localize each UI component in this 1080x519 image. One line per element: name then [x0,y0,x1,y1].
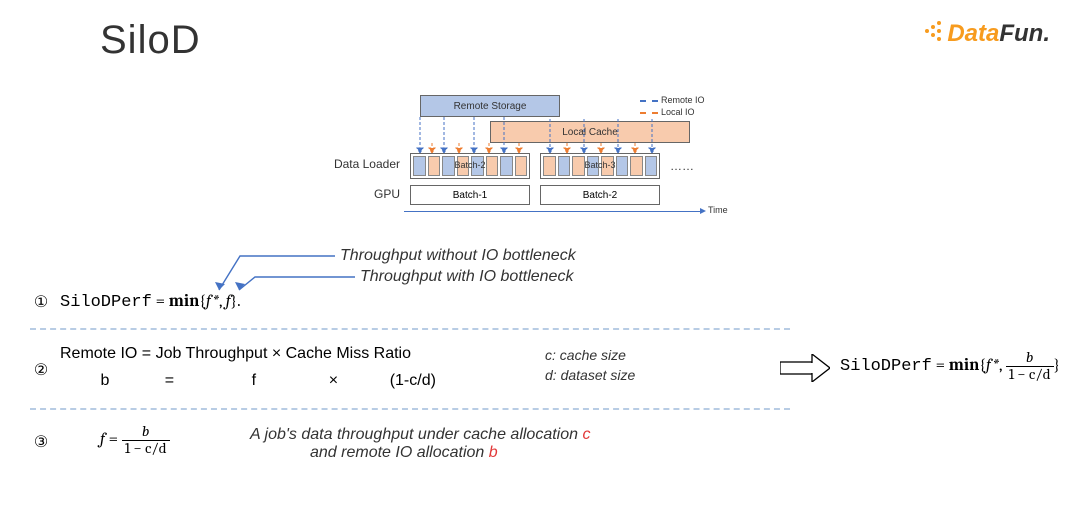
logo-dots-icon [925,21,947,41]
callout-arrows [195,250,595,350]
logo-text-2: Fun. [999,20,1050,47]
eq1-lhs: SiloDPerf [60,293,152,312]
eq3-den: 1 − c/d [122,441,170,457]
equation-1: SiloDPerf = min{f*, f}. [60,292,241,312]
gpu-label: GPU [330,187,400,201]
legend-remote: Remote IO [640,95,705,105]
final-eq-sign: = [936,356,945,375]
final-lhs: SiloDPerf [840,357,932,376]
gpu-batch-1: Batch-1 [410,185,530,205]
eq1-f: f [226,292,231,311]
final-min: min [949,356,980,375]
key-c: c: cache size [545,347,626,363]
big-arrow-icon [780,354,830,382]
eq2-b: b [60,372,150,390]
final-den: 1 − c/d [1006,367,1054,383]
eq1-dot: . [237,292,241,311]
eq1-fstar: f* [206,292,219,311]
batch-group-3: Batch-3 [540,153,660,179]
eq3-eq: = [109,430,118,449]
page-title: SiloD [100,18,201,63]
final-fstar: f* [986,356,999,375]
time-arrow-icon [700,208,706,214]
circle-1: ① [30,292,52,314]
batch-group-2: Batch-2 [410,153,530,179]
eq3-lhs: f [100,430,105,449]
time-axis [404,211,700,212]
ellipsis: …… [670,159,694,173]
time-label: Time [708,205,728,215]
architecture-diagram: Remote Storage Local Cache Data Loader G… [340,95,770,225]
equation-3: f = b 1 − c/d [100,424,170,457]
legend-text: Local IO [661,107,695,117]
eq2-miss: (1-c/d) [348,372,478,390]
gpu-batch-2: Batch-2 [540,185,660,205]
divider-1 [30,328,790,330]
key-d: d: dataset size [545,367,635,383]
legend-text: Remote IO [661,95,705,105]
note-mid: and remote IO allocation [310,444,489,461]
legend-local: Local IO [640,107,695,117]
logo-text-1: Data [947,20,999,47]
eq2-eq: = [154,372,184,390]
circle-2: ② [30,360,52,382]
eq1-min: min [169,292,200,311]
circle-3: ③ [30,432,52,454]
note-pre: A job's data throughput under cache allo… [250,426,582,443]
divider-2 [30,408,790,410]
local-cache-box: Local Cache [490,121,690,143]
final-equation: SiloDPerf = min{f*, b 1 − c/d } [840,350,1060,383]
final-frac: b 1 − c/d [1006,350,1054,383]
eq3-frac: b 1 − c/d [122,424,170,457]
equation-2-symbols: b = f × (1-c/d) [60,372,500,390]
note-b: b [489,444,498,461]
eq1-eq: = [156,292,165,311]
note-c: c [582,426,590,443]
eq2-f: f [189,372,319,390]
datafun-logo: DataFun. [925,20,1050,48]
equation-3-note: A job's data throughput under cache allo… [250,426,750,462]
eq2-times: × [323,372,343,390]
data-loader-label: Data Loader [330,157,400,171]
remote-storage-box: Remote Storage [420,95,560,117]
equation-2-words: Remote IO = Job Throughput × Cache Miss … [60,345,411,363]
